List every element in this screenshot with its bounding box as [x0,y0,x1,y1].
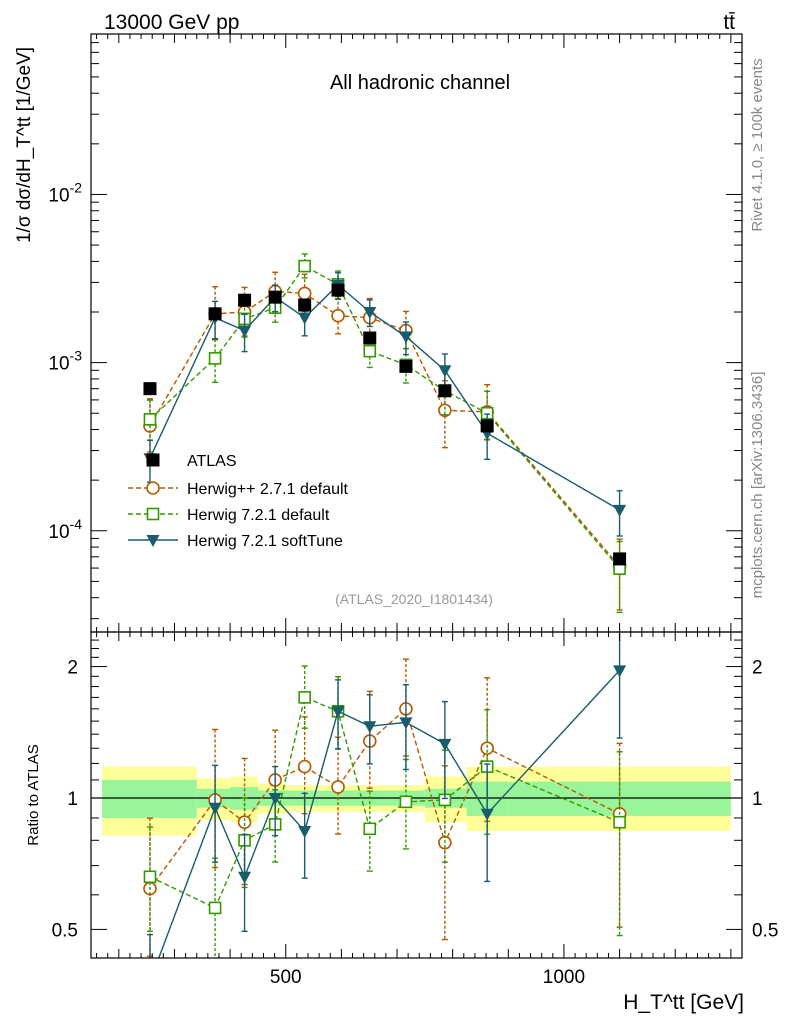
ratio-y-tick-label: 0.5 [52,920,78,941]
x-axis-label: H_T^tt [GeV] [623,991,744,1014]
analysis-id-label: (ATLAS_2020_I1801434) [335,591,493,607]
herwig-7-2-1-default-point [363,344,377,358]
ratio-panel: 500 1000 0.5 0.5 1 1 2 2 Ratio to ATLAS [25,631,778,988]
atlas-data-point [331,283,345,297]
ratio-band-stat [102,779,197,818]
herwig-7-2-1-softtune-ratio-point [438,738,452,751]
herwig-7-2-1-default-ratio-point [399,795,413,809]
ratio-panel-axes: 500 1000 0.5 0.5 1 1 2 2 [52,632,778,988]
herwig-7-2-1-default-ratio-point [208,901,222,915]
energy-label: 13000 GeV pp [104,11,239,34]
herwig-7-2-1-softtune-ratio-point [298,826,312,839]
legend-label-herwig-7-2-1-default: Herwig 7.2.1 default [187,507,330,524]
herwig-7-2-1-softtune-ratio-point [480,808,494,821]
herwig-7-2-1-default-point [208,352,222,365]
main-y-tick-label: 10-2 [48,179,82,206]
ratio-y-axis-label: Ratio to ATLAS [25,744,42,845]
herwig-7-2-1-softtune-point [613,504,627,517]
herwig-7-2-1-default-ratio-point [363,822,377,836]
herwig-7-2-1-default-point [298,259,311,273]
herwig-7-2-1-softtune-point [399,331,413,344]
herwigpp-2-7-1-default-line [149,290,621,567]
herwig-7-2-1-softtune-ratio-point [268,792,282,805]
atlas-data-point [613,552,627,566]
herwig-7-2-1-default-point [143,413,157,426]
legend: ATLAS Herwig++ 2.7.1 default Herwig 7.2.1 … [128,453,349,550]
herwig-7-2-1-default-ratio-point [613,815,626,829]
herwig-7-2-1-softtune-ratio-point [238,871,252,884]
mcplots-label: mcplots.cern.ch [arXiv:1306.3436] [749,372,766,599]
main-panel: 10-4 10-3 10-2 All hadronic channel (ATLAS… [14,33,743,633]
main-y-tick-label: 10-3 [48,348,82,375]
process-label: tt̄ [723,11,735,34]
main-panel-marks [143,253,627,614]
rivet-label: Rivet 4.1.0, ≥ 100k events [749,58,766,231]
legend-marker-herwigpp-2-7-1-default [146,481,160,495]
legend-label-herwigpp-2-7-1-default: Herwig++ 2.7.1 default [187,481,349,498]
legend-marker-herwig-7-2-1-softtune [146,535,160,547]
legend-label-atlas: ATLAS [187,453,237,470]
main-y-tick-label: 10-4 [48,516,82,543]
herwig-7-2-1-softtune-point [438,365,452,378]
herwigpp-2-7-1-default-point [331,308,345,323]
atlas-data-point [208,307,222,321]
x-tick-label: 500 [270,967,302,988]
herwig-7-2-1-softtune-ratio-point [208,802,222,815]
legend-marker-herwig-7-2-1-default [146,507,160,521]
atlas-data-point [363,331,377,345]
herwigpp-2-7-1-default-ratio-line [149,707,620,890]
ratio-y-tick-label-right: 1 [752,789,763,810]
atlas-data-point [143,382,157,396]
ratio-y-tick-label: 1 [67,789,78,810]
atlas-data-point [238,293,252,307]
herwig-7-2-1-default-ratio-point [298,691,311,704]
herwig-7-2-1-softtune-ratio-point [363,721,377,734]
herwigpp-2-7-1-default-ratio-point [297,759,312,774]
main-panel-title: All hadronic channel [330,72,510,94]
main-y-axis-label: 1/σ dσ/dH_T^tt [1/GeV] [14,47,35,243]
ratio-y-tick-label-right: 2 [752,658,763,679]
herwig-7-2-1-softtune-point [298,312,312,325]
atlas-data-point [399,359,413,373]
x-tick-label: 1000 [543,967,585,988]
herwig-7-2-1-softtune-ratio-point [399,717,413,730]
ratio-y-tick-label: 2 [67,658,78,679]
herwig-7-2-1-softtune-ratio-point [331,706,345,719]
herwig-7-2-1-default-ratio-point [143,870,157,884]
main-panel-axes: 10-4 10-3 10-2 [48,33,743,632]
atlas-data-point [480,419,494,433]
atlas-data-point [268,290,282,304]
herwig-7-2-1-softtune-point [363,306,377,319]
ratio-panel-frame [90,631,743,959]
herwig-7-2-1-softtune-point [238,325,252,338]
atlas-data-point [438,384,452,398]
herwig-7-2-1-softtune-ratio-point [143,976,156,988]
herwig-7-2-1-softtune-ratio-point [613,665,627,678]
herwigpp-2-7-1-default-ratio-point [331,780,345,794]
legend-label-herwig-7-2-1-softtune: Herwig 7.2.1 softTune [187,533,343,550]
ratio-panel-marks [143,632,627,988]
legend-marker-atlas [146,453,160,467]
atlas-data-point [298,298,312,312]
herwigpp-2-7-1-default-point [297,286,312,301]
ratio-y-tick-label-right: 0.5 [752,920,778,941]
